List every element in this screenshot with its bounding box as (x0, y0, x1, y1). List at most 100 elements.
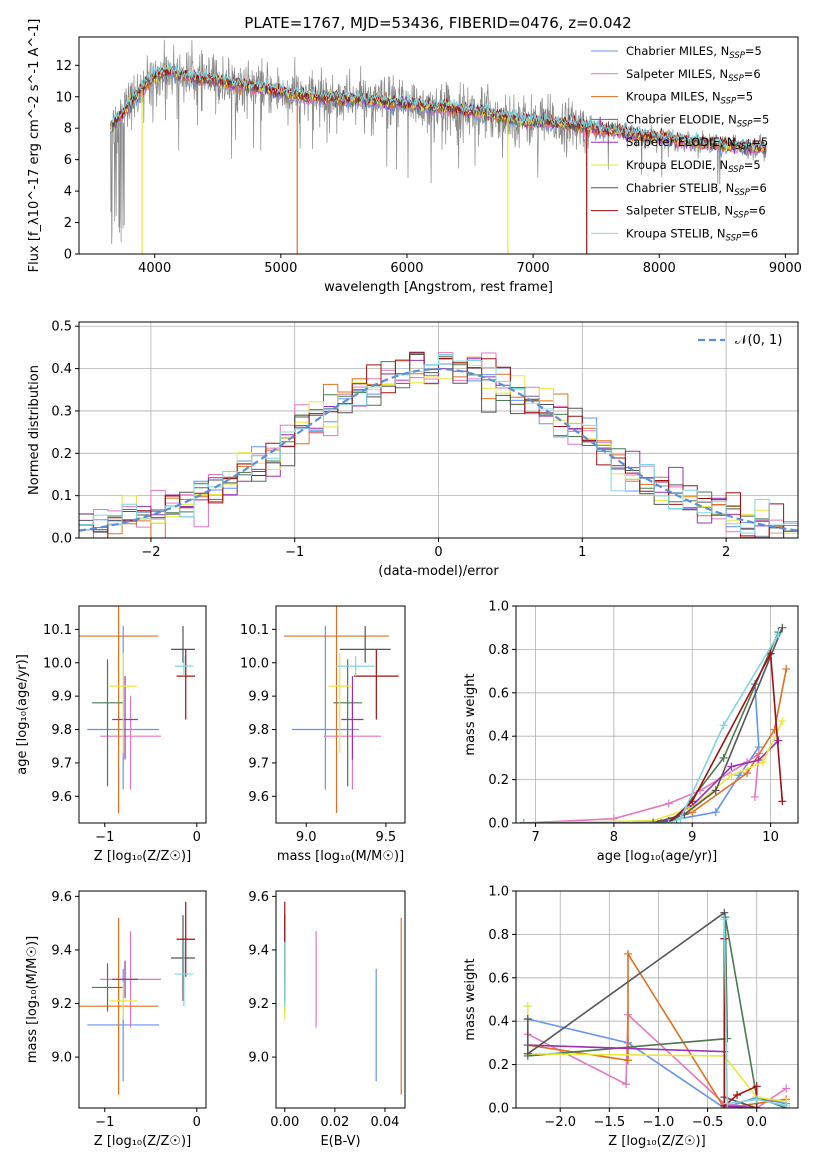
mass-weight-line-salpeter-miles (527, 1012, 787, 1108)
x-tick-label: 0.04 (370, 1115, 399, 1130)
x-tick-label: 6000 (390, 261, 423, 276)
mass-weight-line-kroupa-stelib (723, 919, 787, 1107)
mass-weight-marker (727, 762, 736, 771)
x-tick-label: −2.0 (544, 1115, 576, 1130)
x-tick-label: 8 (610, 830, 618, 845)
spectrum-title: PLATE=1767, MJD=53436, FIBERID=0476, z=0… (244, 14, 631, 32)
y-axis-label: mass weight (463, 958, 478, 1040)
y-tick-label: 9.9 (248, 690, 269, 705)
x-tick-label: 0.02 (320, 1115, 349, 1130)
x-tick-label: 2 (722, 545, 730, 560)
x-axis-label: age [log₁₀(age/yr)] (597, 849, 718, 864)
z-mass-errorbar-plot: −1 0 9.0 9.2 9.4 9.6 Z [log₁₀(Z/Z☉)] mass [log₁… (25, 890, 207, 1149)
legend-label: Salpeter ELODIE, NSSP=5 (626, 135, 768, 152)
legend-sub: SSP (726, 233, 742, 243)
normal-curve (79, 367, 798, 532)
mass-weight-marker (723, 1099, 732, 1108)
mass-weight-marker (778, 717, 787, 726)
y-axis-label: Normed distribution (27, 365, 42, 495)
mass-weight-line-chabrier-stelib (527, 911, 757, 1108)
y-tick-label: 1.0 (488, 600, 509, 615)
y-tick-label: 9.8 (248, 723, 269, 738)
mass-weight-line-kroupa-stelib (523, 633, 780, 823)
mass-weight-marker (676, 814, 685, 823)
legend-label: Chabrier ELODIE, NSSP=5 (626, 112, 769, 129)
x-tick-label: 5000 (264, 261, 297, 276)
x-axis-label: Z [log₁₀(Z/Z☉)] (94, 1134, 191, 1149)
mass-weight-line-chabrier-stelib (523, 627, 784, 823)
x-axis-label: Z [log₁₀(Z/Z☉)] (94, 849, 191, 864)
mass-weight-marker (750, 792, 759, 801)
residual-histogram: −2 −1 0 1 2 0.0 0.1 0.2 0.3 0.4 0.5 (data-model)/er… (27, 320, 799, 579)
legend-sub: SSP (736, 142, 752, 152)
y-tick-label: 10 (55, 90, 72, 105)
y-tick-label: 9.6 (248, 790, 269, 805)
axes-frame (275, 605, 406, 824)
legend-n: =5 (751, 135, 768, 149)
mass-weight-marker (727, 771, 736, 780)
mass-weight-marker (766, 649, 775, 658)
legend-n: =5 (744, 158, 761, 172)
legend-sub: SSP (721, 97, 737, 107)
x-tick-label: −1 (95, 1115, 114, 1130)
mass-weight-marker (782, 664, 791, 673)
mass-weight-marker (774, 630, 783, 639)
mass-weight-marker (752, 1095, 761, 1104)
x-tick-label: 7000 (517, 261, 550, 276)
y-tick-label: 0.6 (488, 971, 509, 986)
histogram-step-salpeter-elodie (79, 358, 798, 538)
x-tick-label: 10 (762, 830, 779, 845)
x-tick-label: −1.0 (643, 1115, 675, 1130)
y-tick-label: 0.2 (488, 1058, 509, 1073)
legend-label: Kroupa MILES, NSSP=5 (626, 90, 753, 107)
mass-weight-line-salpeter-miles (523, 751, 760, 823)
x-tick-label: 8000 (643, 261, 676, 276)
y-tick-label: 12 (55, 59, 72, 74)
ebv-mass-errorbar-plot: 0.00 0.02 0.04 9.0 9.2 9.4 9.6 E(B-V) (248, 890, 406, 1149)
y-tick-label: 0.4 (488, 1015, 509, 1030)
y-axis-label: Flux [f_λ10^-17 erg cm^-2 s^-1 A^-1] (27, 19, 42, 273)
y-tick-label: 0.0 (51, 532, 72, 547)
y-tick-label: 0.0 (488, 1102, 509, 1117)
x-tick-label: −1.5 (594, 1115, 626, 1130)
x-axis-label: Z [log₁₀(Z/Z☉)] (608, 1134, 705, 1149)
mass-weight-marker (523, 1002, 532, 1011)
mass-weight-marker (778, 797, 787, 806)
mass-weight-marker (782, 1101, 791, 1108)
mass-weight-marker (523, 1015, 532, 1024)
age-massweight-plot: 7 8 9 10 0.0 0.2 0.4 0.6 0.8 1.0 age [log₁₀(age/yr… (463, 600, 799, 864)
y-tick-label: 9.9 (51, 690, 72, 705)
x-axis-label: (data-model)/error (378, 564, 499, 579)
y-tick-label: 0.1 (51, 489, 72, 504)
x-tick-label: 7 (531, 830, 539, 845)
x-axis-label: wavelength [Angstrom, rest frame] (324, 280, 553, 295)
mass-weight-marker (778, 623, 787, 632)
y-tick-label: 9.2 (248, 997, 269, 1012)
axes-frame (78, 321, 799, 539)
mass-weight-marker (720, 915, 729, 924)
x-axis-label: E(B-V) (320, 1134, 360, 1149)
legend-n: =6 (749, 204, 766, 218)
x-tick-label: −0.5 (692, 1115, 724, 1130)
y-axis-label: mass weight (463, 673, 478, 755)
mass-weight-marker (664, 799, 673, 808)
y-tick-label: 2 (64, 216, 72, 231)
y-tick-label: 9.8 (51, 723, 72, 738)
legend-sub: SSP (733, 211, 749, 221)
y-tick-label: 9.0 (51, 1051, 72, 1066)
y-tick-label: 10.1 (240, 623, 269, 638)
legend-base: Salpeter MILES, N (626, 67, 728, 81)
y-tick-label: 9.6 (248, 890, 269, 905)
legend-n: =5 (736, 90, 753, 104)
mass-weight-marker (523, 1049, 532, 1058)
y-tick-label: 0.2 (51, 447, 72, 462)
mass-weight-marker (649, 819, 658, 823)
legend-sub: SSP (734, 188, 750, 198)
mass-weight-marker (711, 786, 720, 795)
mass-weight-marker (782, 1084, 791, 1093)
legend-sub: SSP (729, 51, 745, 61)
mass-weight-line-chabrier-elodie (523, 631, 780, 823)
x-axis-label: mass [log₁₀(M/M☉)] (277, 849, 404, 864)
x-tick-label: 4000 (138, 261, 171, 276)
